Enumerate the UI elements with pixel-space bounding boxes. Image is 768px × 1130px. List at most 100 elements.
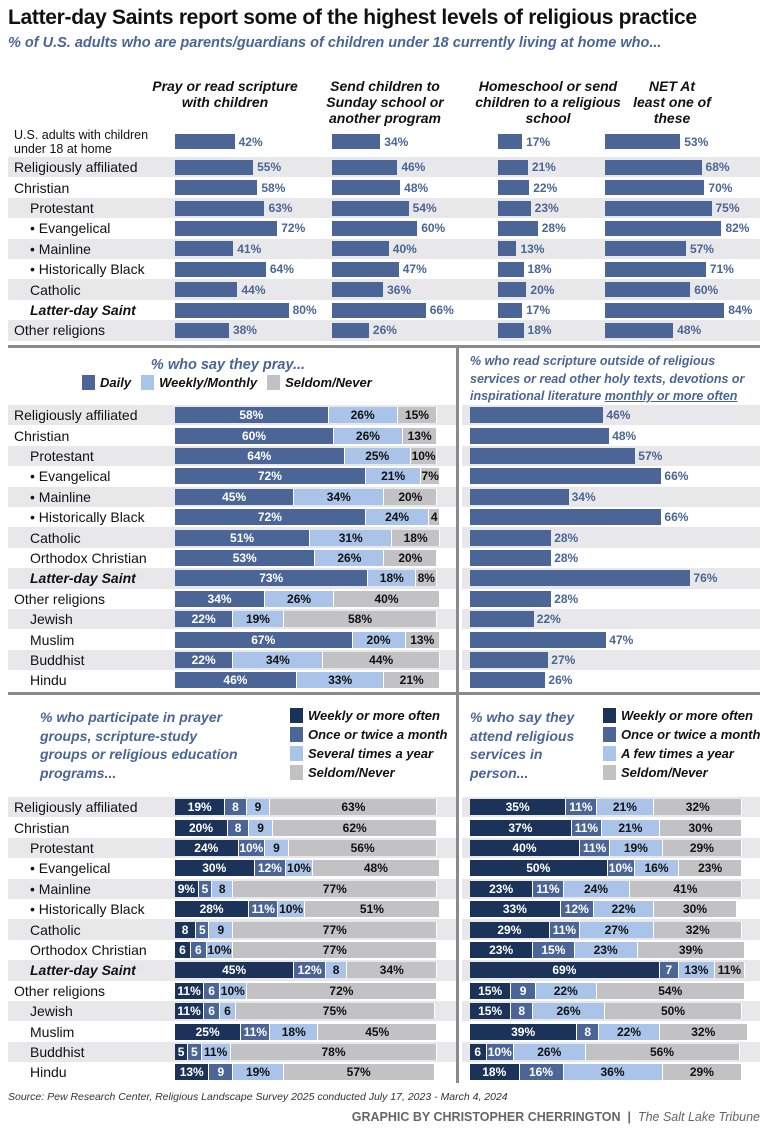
bar-segment: 37% — [470, 819, 572, 836]
row-label: • Mainline — [30, 880, 91, 897]
bar-segment: 18% — [270, 1023, 319, 1040]
row-label: Christian — [14, 179, 70, 196]
bar-value-label: 28% — [554, 591, 579, 606]
bar-segment: 15% — [470, 982, 512, 999]
bar-segment: 15% — [533, 942, 575, 958]
bar-segment: 78% — [230, 1044, 438, 1060]
bar-segment: 13% — [679, 962, 715, 979]
row-label: Latter-day Saint — [30, 570, 136, 587]
pray-legend: Daily Weekly/Monthly Seldom/Never — [82, 375, 372, 390]
bar-segment: 5 — [196, 921, 210, 938]
bar-segment: 12% — [560, 901, 594, 918]
bar-segment: 6 — [220, 1003, 236, 1020]
row-label: Other religions — [14, 982, 106, 999]
bar — [470, 590, 552, 607]
bar — [332, 302, 426, 318]
bar-segment: 9 — [246, 799, 271, 816]
bar-segment: 16% — [635, 860, 679, 877]
bar-segment: 11% — [249, 901, 279, 918]
column-header-pray: Pray or read scripture with children — [152, 78, 298, 110]
bar-segment: 19% — [233, 611, 284, 628]
bar-value-label: 34% — [384, 134, 409, 149]
bar — [175, 302, 289, 318]
bar-segment: 19% — [233, 1064, 284, 1081]
bar-segment: 72% — [175, 468, 366, 485]
bar-segment: 15% — [397, 407, 438, 424]
bar-segment: 25% — [175, 1023, 242, 1040]
credit-line: GRAPHIC BY CHRISTOPHER CHERRINGTON | The… — [351, 1110, 760, 1124]
bar-segment: 11% — [549, 921, 580, 938]
bar-segment: 30% — [175, 860, 255, 877]
bar-segment: 62% — [273, 819, 438, 836]
bar-segment: 22% — [175, 611, 234, 628]
row-label: • Historically Black — [30, 901, 145, 918]
bar-value-label: 82% — [725, 221, 750, 236]
bar-segment: 6 — [190, 942, 207, 958]
groups-legend: Weekly or more often Once or twice a mon… — [290, 708, 447, 780]
bar-segment: 24% — [365, 509, 430, 526]
bar-segment: 33% — [470, 901, 561, 918]
legend-label: Seldom/Never — [621, 765, 708, 780]
bar-segment: 19% — [610, 840, 663, 856]
bar-value-label: 47% — [402, 262, 427, 277]
bar-segment: 23% — [679, 860, 743, 877]
bar — [175, 241, 234, 257]
bar-segment: 26% — [315, 550, 385, 566]
bar-segment: 8 — [511, 1003, 534, 1020]
bar — [175, 322, 229, 338]
bar-segment: 77% — [233, 921, 438, 938]
bar-segment: 5 — [198, 880, 213, 897]
bar-segment: 10% — [607, 860, 635, 877]
row-label: Latter-day Saint — [30, 962, 136, 979]
bar-value-label: 80% — [292, 303, 317, 317]
bar — [332, 220, 418, 236]
bar-segment: 5 — [175, 1044, 189, 1060]
column-header-net: NET At least one of these — [633, 78, 711, 126]
bar-segment: 18% — [470, 1064, 520, 1081]
bar-value-label: 28% — [554, 551, 579, 565]
bar-segment: 48% — [312, 860, 440, 877]
bar-segment: 72% — [246, 982, 438, 999]
bar-value-label: 34% — [571, 489, 596, 504]
bar-value-label: 23% — [534, 201, 559, 215]
bar-segment: 29% — [662, 1064, 743, 1081]
column-header-homeschool: Homeschool or send children to a religio… — [475, 78, 621, 126]
bar-value-label: 63% — [268, 201, 293, 215]
row-label: Orthodox Christian — [30, 549, 147, 566]
row-label: Hindu — [30, 672, 67, 689]
subtitle: % of U.S. adults who are parents/guardia… — [8, 35, 662, 51]
legend-swatch — [82, 375, 95, 390]
bar-segment: 9 — [265, 840, 289, 856]
row-label: Christian — [14, 427, 70, 444]
bar-segment: 26% — [334, 427, 403, 444]
bar-segment: 34% — [175, 590, 266, 607]
bar — [605, 241, 686, 257]
bar-segment: 51% — [304, 901, 440, 918]
bar-value-label: 46% — [401, 160, 426, 175]
bar-segment: 29% — [662, 840, 743, 856]
row-label: Buddhist — [30, 651, 85, 668]
bar-segment: 34% — [233, 652, 324, 668]
row-stripe — [462, 609, 760, 630]
legend-label: Seldom/Never — [308, 765, 395, 780]
bar-segment: 16% — [519, 1064, 564, 1081]
bar-segment: 41% — [629, 880, 743, 897]
section-divider — [8, 692, 760, 695]
bar-segment: 39% — [470, 1023, 578, 1040]
legend-item: Seldom/Never — [290, 765, 447, 780]
legend-swatch — [141, 375, 155, 390]
legend-swatch — [603, 727, 616, 742]
legend-label: Daily — [100, 375, 132, 390]
bar-value-label: 72% — [281, 221, 306, 236]
bar — [498, 322, 524, 338]
bar-segment: 26% — [533, 1003, 605, 1020]
bar-value-label: 26% — [548, 673, 573, 688]
bar — [470, 631, 607, 648]
bar-segment: 73% — [175, 570, 369, 587]
scripture-title: % who read scripture outside of religiou… — [470, 353, 760, 406]
bar — [470, 509, 662, 526]
bar — [605, 180, 705, 196]
bar-segment: 4 — [429, 509, 440, 526]
bar-value-label: 66% — [429, 303, 454, 317]
bar-segment: 8 — [175, 921, 197, 938]
